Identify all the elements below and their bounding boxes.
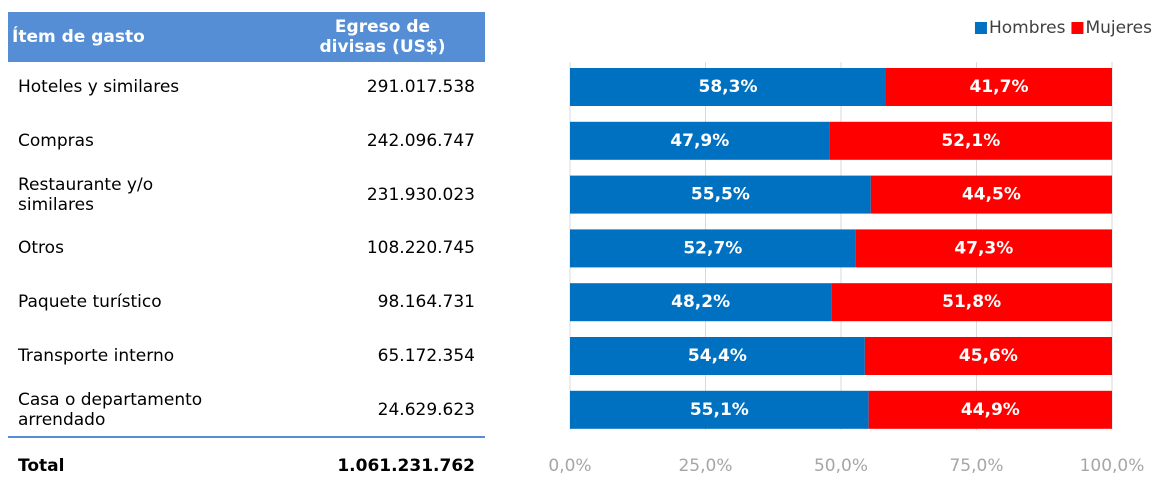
x-tick-label: 75,0% — [949, 456, 1003, 476]
header-item: Ítem de gasto — [12, 27, 145, 47]
legend-swatch — [1071, 22, 1084, 34]
row-amount: 108.220.745 — [366, 238, 475, 259]
bar-label: 52,7% — [683, 238, 742, 258]
legend-swatch — [974, 22, 987, 34]
row-amount: 98.164.731 — [377, 292, 475, 313]
bar-label: 52,1% — [941, 131, 1000, 151]
bar-segment — [885, 68, 1112, 106]
bar-segment — [570, 68, 886, 106]
bar-segment — [831, 283, 1112, 322]
bar-label: 54,4% — [688, 346, 747, 366]
bar-segment — [829, 121, 1112, 160]
bar-segment — [864, 337, 1112, 375]
row-amount: 231.930.023 — [366, 184, 475, 205]
row-item: Compras — [18, 130, 94, 151]
bar-label: 55,5% — [691, 185, 750, 205]
bar-segment — [868, 390, 1112, 429]
total-rule — [8, 436, 485, 438]
row-amount: 242.096.747 — [366, 130, 475, 151]
bar-label: 51,8% — [942, 292, 1001, 312]
bar-segment — [870, 175, 1112, 214]
header-amount: Egreso de divisas (US$) — [319, 17, 446, 57]
bar-label: 45,6% — [959, 346, 1018, 366]
bar-label: 47,9% — [670, 131, 729, 151]
row-item: Restaurante y/o similares — [18, 174, 154, 215]
x-tick-label: 0,0% — [548, 456, 591, 476]
x-tick-label: 25,0% — [678, 456, 732, 476]
bar-segment — [570, 175, 871, 214]
legend-label: Hombres — [989, 18, 1066, 38]
row-item: Hoteles y similares — [18, 77, 180, 97]
row-amount: 24.629.623 — [377, 399, 475, 420]
total-amount: 1.061.231.762 — [337, 456, 475, 476]
row-item: Casa o departamento arrendado — [18, 389, 203, 430]
bar-segment — [570, 283, 832, 322]
row-amount: 65.172.354 — [377, 346, 475, 366]
bar-segment — [570, 121, 830, 160]
bar-label: 41,7% — [970, 77, 1029, 97]
bar-label: 44,5% — [962, 185, 1021, 205]
x-tick-label: 50,0% — [814, 456, 868, 476]
bar-segment — [570, 390, 869, 429]
row-item: Paquete turístico — [18, 292, 162, 313]
row-amount: 291.017.538 — [366, 77, 475, 97]
bar-segment — [570, 229, 856, 268]
row-item: Otros — [18, 238, 64, 259]
legend-label: Mujeres — [1085, 18, 1152, 38]
row-item: Transporte interno — [18, 346, 175, 366]
bar-label: 48,2% — [671, 292, 730, 312]
x-tick-label: 100,0% — [1080, 456, 1145, 476]
total-label: Total — [18, 456, 65, 476]
bar-label: 47,3% — [954, 238, 1013, 258]
table-header-band — [8, 12, 485, 62]
bar-label: 58,3% — [699, 77, 758, 97]
bar-label: 55,1% — [690, 400, 749, 420]
bar-segment — [855, 229, 1112, 268]
bar-label: 44,9% — [961, 400, 1020, 420]
bar-segment — [570, 337, 865, 375]
